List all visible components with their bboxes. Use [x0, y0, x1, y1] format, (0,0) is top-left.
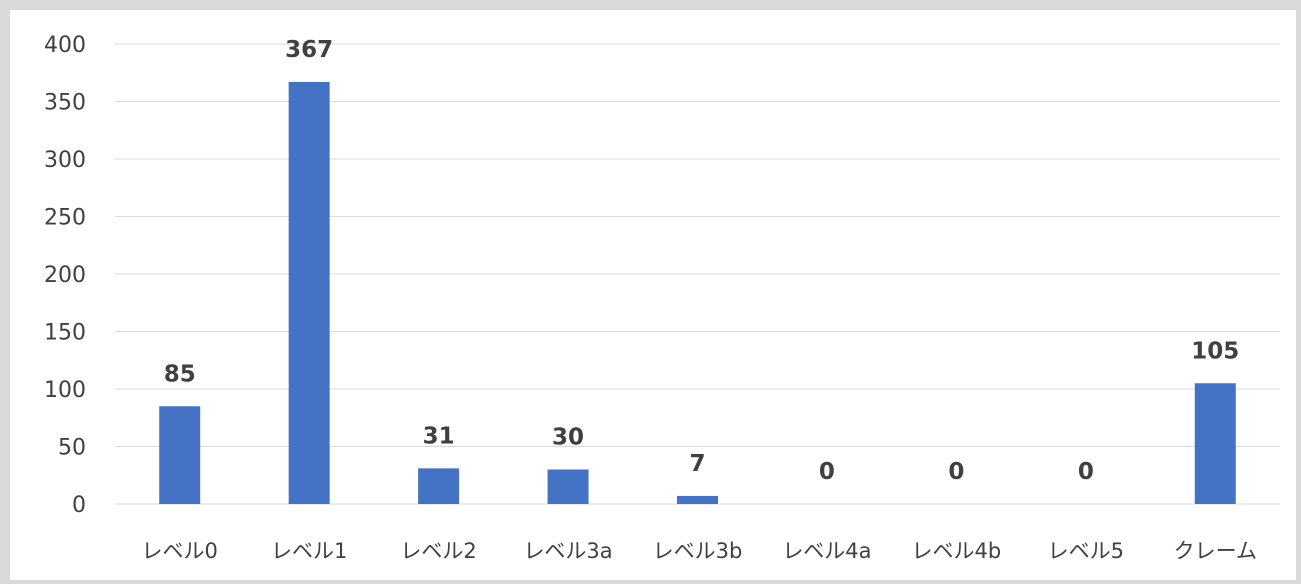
y-tick-label: 250 — [44, 206, 86, 231]
x-axis-categories: レベル0 レベル1 レベル2 レベル3a レベル3b レベル4a レベル4b レベル5 クレーム — [142, 539, 1257, 563]
bar-レベル3b — [677, 495, 718, 504]
bar-レベル1 — [288, 81, 330, 504]
y-tick-label: 0 — [72, 493, 86, 518]
data-labels: 85 367 31 30 7 0 0 0 105 — [164, 37, 1240, 485]
bar-クレーム — [1194, 383, 1236, 504]
data-label: 85 — [164, 361, 196, 387]
data-label: 7 — [689, 451, 705, 477]
y-tick-label: 400 — [44, 33, 86, 58]
x-category-label: レベル2 — [400, 539, 476, 563]
data-label: 367 — [285, 37, 333, 63]
bar-レベル2 — [418, 468, 460, 504]
bar-chart: 0 50 100 150 200 250 300 350 400 85 367 31 30 7 0 0 0 10… — [44, 33, 1280, 563]
x-category-label: クレーム — [1174, 539, 1257, 563]
x-category-label: レベル3a — [523, 539, 612, 563]
y-tick-label: 350 — [44, 91, 86, 116]
bar-レベル3a — [547, 469, 589, 504]
data-label: 30 — [552, 425, 584, 451]
x-category-label: レベル3b — [653, 539, 743, 563]
y-axis-ticks: 0 50 100 150 200 250 300 350 400 — [44, 33, 86, 518]
data-label: 31 — [423, 423, 455, 449]
chart-frame: 0 50 100 150 200 250 300 350 400 85 367 31 30 7 0 0 0 10… — [10, 10, 1296, 580]
data-label: 105 — [1191, 338, 1239, 364]
data-label: 0 — [948, 459, 964, 485]
bars — [159, 81, 1236, 504]
x-category-label: レベル4b — [912, 539, 1002, 563]
y-tick-label: 50 — [58, 436, 86, 461]
x-category-label: レベル4a — [782, 539, 871, 563]
x-category-label: レベル5 — [1048, 539, 1124, 563]
x-category-label: レベル0 — [142, 539, 218, 563]
y-tick-label: 300 — [44, 148, 86, 173]
data-label: 0 — [1078, 459, 1094, 485]
y-tick-label: 200 — [44, 263, 86, 288]
x-category-label: レベル1 — [271, 539, 347, 563]
y-tick-label: 100 — [44, 378, 86, 403]
bar-レベル0 — [159, 406, 201, 504]
y-tick-label: 150 — [44, 321, 86, 346]
data-label: 0 — [819, 459, 835, 485]
